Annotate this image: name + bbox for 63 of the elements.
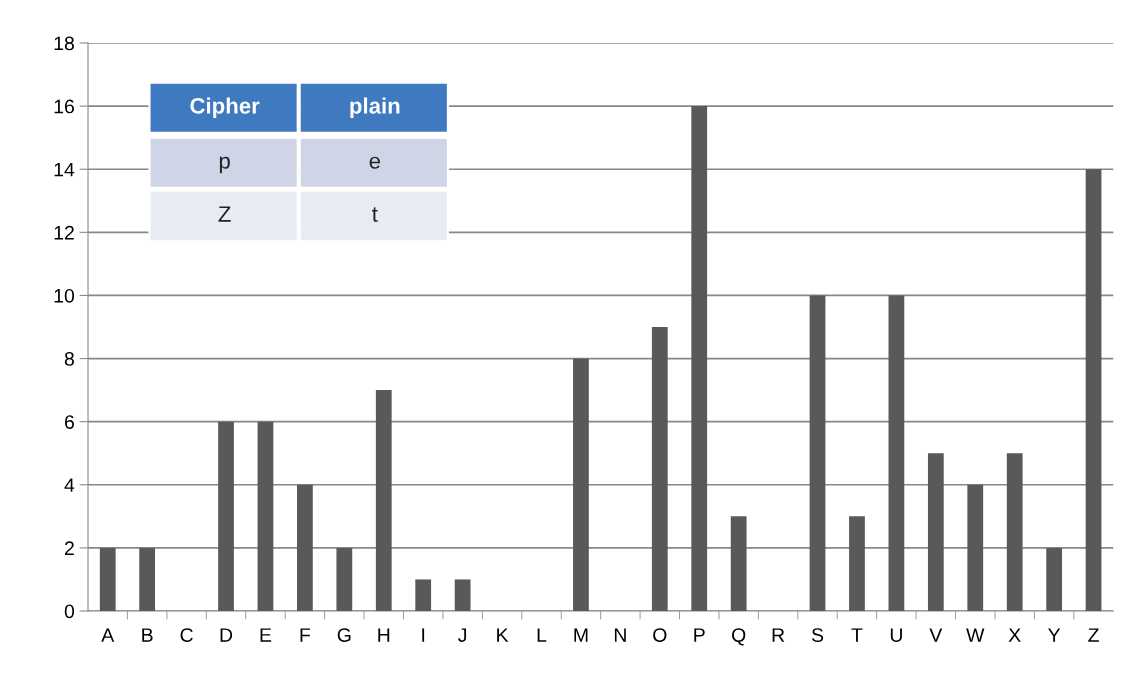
bar: [257, 421, 274, 611]
bar: [375, 390, 392, 611]
x-tick-label: G: [337, 628, 351, 642]
annotation: Cipher: [190, 97, 260, 119]
y-tick-label: 0: [64, 604, 75, 619]
bar: [415, 579, 432, 611]
annotation: Z: [218, 206, 231, 222]
y-tick-label: 4: [64, 478, 75, 492]
x-tick-label: W: [966, 628, 985, 642]
x-tick-label: C: [180, 628, 193, 642]
annotation: plain: [350, 97, 400, 119]
x-tick-label: Z: [1088, 628, 1099, 642]
annotation: e: [369, 156, 381, 169]
bar: [573, 358, 589, 611]
x-tick-label: B: [142, 628, 153, 642]
x-tick-label: S: [811, 628, 824, 642]
y-tick-label: 14: [54, 162, 75, 177]
x-tick-label: A: [101, 628, 115, 642]
bar: [730, 516, 747, 611]
x-tick-label: J: [458, 628, 467, 642]
bar: [1085, 169, 1102, 611]
x-tick-label: L: [537, 628, 547, 642]
x-tick-label: U: [890, 628, 902, 642]
bar: [967, 484, 984, 611]
x-tick-label: M: [574, 628, 588, 642]
y-tick-label: 10: [54, 288, 75, 303]
bar: [927, 453, 944, 611]
bar: [1006, 453, 1023, 611]
x-tick-label: K: [497, 628, 509, 642]
x-tick-label: V: [929, 628, 943, 642]
bar: [1046, 547, 1063, 611]
bar: [888, 295, 905, 611]
y-tick-label: 6: [64, 415, 74, 429]
bar: [139, 547, 156, 611]
bar: [218, 421, 234, 611]
x-tick-label: F: [300, 628, 311, 642]
bar: [691, 106, 708, 611]
annotation: p: [219, 156, 230, 174]
bar: [454, 579, 471, 611]
y-tick-label: 8: [64, 352, 74, 366]
x-tick-label: D: [220, 628, 233, 642]
x-tick-label: X: [1008, 628, 1021, 642]
bar: [297, 484, 313, 611]
bar: [99, 547, 116, 611]
bar: [336, 547, 353, 611]
y-tick-label: 18: [54, 36, 74, 51]
x-tick-label: I: [422, 628, 425, 642]
x-tick-label: P: [694, 628, 705, 642]
x-tick-label: Q: [732, 628, 746, 646]
bar: [651, 327, 668, 611]
x-tick-label: R: [772, 628, 785, 642]
bar: [809, 295, 826, 611]
x-tick-label: N: [614, 628, 626, 642]
x-tick-label: T: [851, 628, 863, 642]
y-tick-label: 2: [64, 541, 74, 555]
x-tick-label: E: [260, 628, 272, 642]
bar: [849, 516, 865, 611]
x-tick-label: O: [653, 628, 667, 642]
x-tick-label: H: [378, 628, 390, 642]
y-tick-label: 16: [54, 99, 74, 114]
y-tick-label: 12: [54, 225, 74, 240]
x-tick-label: Y: [1048, 628, 1061, 642]
annotation: t: [372, 207, 378, 222]
